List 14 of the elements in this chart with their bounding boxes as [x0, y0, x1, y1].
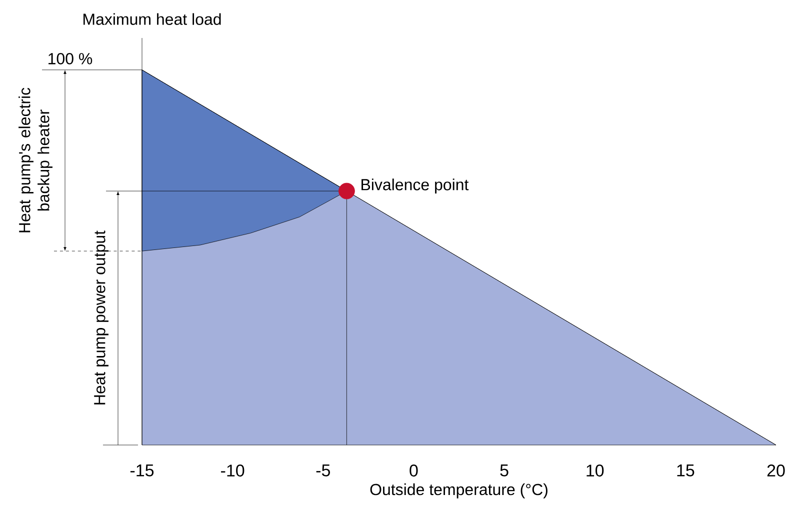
x-tick-label: 20: [767, 464, 785, 477]
x-tick-label: -10: [221, 464, 244, 477]
x-tick-label: 5: [500, 464, 508, 476]
series-label: Bivalence point: [362, 178, 469, 194]
x-tick-label: 15: [677, 464, 694, 476]
x-tick-label: -15: [130, 464, 154, 476]
x-tick-label: 10: [586, 464, 604, 477]
text: Heat pump power output: [94, 230, 108, 404]
annotation: 100 %: [48, 53, 92, 64]
x-axis-title: Outside temperature (°C): [370, 483, 548, 498]
text: Heat pump's electric backup heater: [18, 88, 52, 232]
x-tick-label: -5: [316, 464, 330, 476]
y-axis-title: Maximum heat load: [84, 13, 221, 25]
x-tick-label: 0: [410, 464, 418, 477]
